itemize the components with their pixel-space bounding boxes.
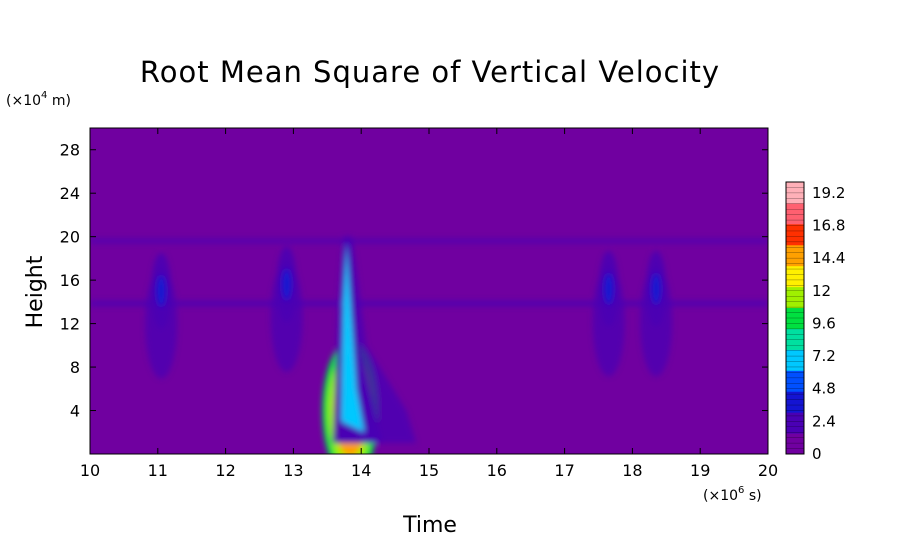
heatmap-field <box>90 128 768 454</box>
colorbar-swatch <box>786 265 804 288</box>
colorbar-swatch <box>786 286 804 309</box>
colorbar-label: 14.4 <box>812 249 845 267</box>
colorbar: 0 2.4 4.8 7.2 9.6 12 14.4 16.8 19.2 <box>785 181 845 463</box>
heatmap-soft-layer <box>90 236 768 454</box>
x-tick-label: 10 <box>80 461 100 480</box>
colorbar-swatch <box>786 202 804 225</box>
heatmap-layer <box>90 300 768 307</box>
colorbar-frame <box>785 181 805 455</box>
y-tick-label: 8 <box>70 358 80 377</box>
colorbar-label: 0 <box>812 445 822 463</box>
heatmap-plume-core <box>156 275 167 307</box>
heatmap-plume-core <box>603 272 614 305</box>
y-tick-label: 12 <box>60 315 80 334</box>
x-tick-label: 19 <box>690 461 710 480</box>
colorbar-swatch <box>786 370 804 392</box>
colorbar-label: 9.6 <box>812 314 836 332</box>
colorbar-label: 2.4 <box>812 412 836 430</box>
x-tick-label: 12 <box>215 461 235 480</box>
x-tick-label: 20 <box>758 461 778 480</box>
y-axis-label: Height <box>23 255 48 328</box>
x-unit-label: (×106 s) <box>703 485 762 504</box>
chart-title: Root Mean Square of Vertical Velocity <box>140 55 720 89</box>
colorbar-swatch <box>786 433 804 455</box>
colorbar-swatch <box>786 307 804 329</box>
colorbar-swatch <box>786 412 804 434</box>
x-axis: 10 11 12 13 14 15 16 17 18 19 20 <box>80 128 778 480</box>
x-tick-label: 14 <box>351 461 371 480</box>
colorbar-label: 12 <box>812 282 831 300</box>
x-tick-label: 17 <box>554 461 574 480</box>
y-tick-label: 16 <box>60 271 80 290</box>
y-tick-label: 24 <box>60 184 80 203</box>
x-axis-label: Time <box>402 513 457 538</box>
x-tick-label: 13 <box>283 461 303 480</box>
colorbar-label: 4.8 <box>812 380 836 398</box>
x-tick-label: 16 <box>487 461 507 480</box>
heatmap-updraft-inner <box>341 243 365 433</box>
y-tick-label: 4 <box>70 402 80 421</box>
colorbar-label: 19.2 <box>812 184 845 202</box>
y-axis: 4 8 12 16 20 24 28 <box>60 141 768 421</box>
y-unit-label: (×104 m) <box>6 90 71 109</box>
colorbar-label: 16.8 <box>812 217 845 235</box>
colorbar-label: 7.2 <box>812 347 836 365</box>
heatmap-plume-core <box>651 272 662 305</box>
x-tick-label: 18 <box>622 461 642 480</box>
x-tick-label: 15 <box>419 461 439 480</box>
x-tick-label: 11 <box>148 461 168 480</box>
colorbar-swatch <box>786 244 804 267</box>
colorbar-swatch <box>786 223 804 246</box>
colorbar-swatch <box>786 391 804 413</box>
colorbar-swatch <box>786 349 804 371</box>
colorbar-swatch <box>786 328 804 350</box>
heatmap-plume-core <box>281 268 292 301</box>
y-tick-label: 28 <box>60 141 80 160</box>
heatmap-layer <box>90 238 768 244</box>
y-tick-label: 20 <box>60 228 80 247</box>
